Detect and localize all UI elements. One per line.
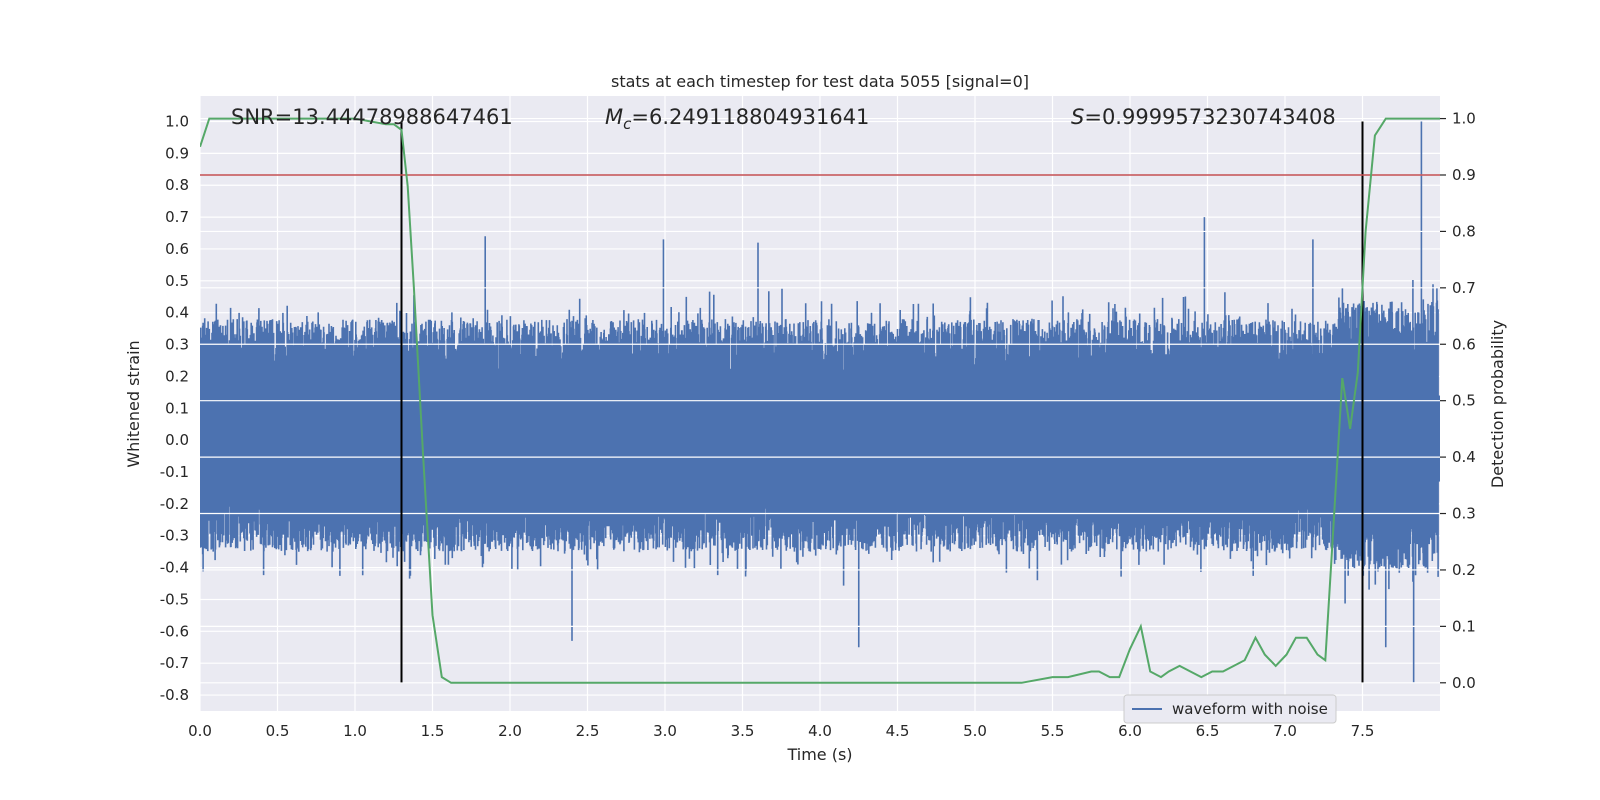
left-y-tick-label: 0.4: [165, 304, 189, 322]
x-tick-label: 7.5: [1351, 722, 1375, 740]
left-y-tick-label: 0.3: [165, 336, 189, 354]
waveform-series: [200, 117, 1440, 684]
x-tick-label: 1.0: [343, 722, 367, 740]
right-y-axis-ticks: 0.0 0.1 0.2 0.3 0.4 0.5 0.6 0.7 0.8 0.9 1.0: [1440, 110, 1476, 692]
right-y-tick-label: 0.7: [1452, 279, 1476, 297]
x-tick-label: 3.5: [731, 722, 755, 740]
x-tick-label: 5.5: [1041, 722, 1065, 740]
left-y-tick-label: 0.8: [165, 176, 189, 194]
right-y-tick-label: 1.0: [1452, 110, 1476, 128]
x-tick-label: 1.5: [421, 722, 445, 740]
left-y-tick-label: -0.5: [160, 590, 189, 608]
legend: waveform with noise: [1123, 694, 1337, 724]
right-y-tick-label: 0.2: [1452, 561, 1476, 579]
left-y-axis-ticks: -0.8 -0.7 -0.6 -0.5 -0.4 -0.3 -0.2 -0.1 0.0 0.1 0.…: [160, 112, 189, 704]
left-y-axis-label: Whitened strain: [124, 340, 143, 467]
x-axis-ticks: 0.0 0.5 1.0 1.5 2.0 2.5 3.0 3.5 4.0 4.5 5.0 5.5 6.0 6…: [188, 722, 1374, 740]
x-tick-label: 0.0: [188, 722, 212, 740]
x-tick-label: 2.0: [498, 722, 522, 740]
right-y-tick-label: 0.6: [1452, 335, 1476, 353]
right-y-tick-label: 0.8: [1452, 222, 1476, 240]
right-y-tick-label: 0.0: [1452, 674, 1476, 692]
x-axis-label: Time (s): [786, 745, 852, 764]
left-y-tick-label: 0.2: [165, 367, 189, 385]
s-annotation: S=0.9999573230743408: [1071, 105, 1336, 129]
x-tick-label: 2.5: [576, 722, 600, 740]
legend-label: waveform with noise: [1172, 700, 1328, 718]
left-y-tick-label: -0.3: [160, 527, 189, 545]
left-y-tick-label: 0.9: [165, 144, 189, 162]
x-tick-label: 6.0: [1118, 722, 1142, 740]
left-y-tick-label: -0.2: [160, 495, 189, 513]
x-tick-label: 7.0: [1273, 722, 1297, 740]
legend-box: [1123, 694, 1337, 724]
x-tick-label: 4.5: [886, 722, 910, 740]
vertical-markers: [400, 121, 1364, 683]
left-y-tick-label: -0.1: [160, 463, 189, 481]
chart-title: stats at each timestep for test data 505…: [611, 72, 1029, 91]
right-y-tick-label: 0.1: [1452, 617, 1476, 635]
x-tick-label: 0.5: [266, 722, 290, 740]
right-y-tick-label: 0.4: [1452, 448, 1476, 466]
right-y-axis-label: Detection probability: [1488, 320, 1507, 488]
left-y-tick-label: -0.4: [160, 559, 189, 577]
right-y-tick-label: 0.3: [1452, 505, 1476, 523]
left-y-tick-label: 1.0: [165, 112, 189, 130]
left-y-tick-label: -0.8: [160, 686, 189, 704]
x-tick-label: 6.5: [1196, 722, 1220, 740]
right-y-tick-label: 0.5: [1452, 392, 1476, 410]
snr-annotation: SNR=13.44478988647461: [231, 105, 513, 129]
left-y-tick-label: 0.7: [165, 208, 189, 226]
left-y-tick-label: 0.0: [165, 431, 189, 449]
chirp-mass-annotation: Mc=6.249118804931641: [605, 105, 869, 133]
waveform-core: [200, 395, 1440, 482]
right-y-tick-label: 0.9: [1452, 166, 1476, 184]
left-y-tick-label: -0.6: [160, 622, 189, 640]
left-y-tick-label: 0.5: [165, 272, 189, 290]
x-tick-label: 3.0: [653, 722, 677, 740]
left-y-tick-label: 0.6: [165, 240, 189, 258]
probability-series: [200, 117, 1440, 684]
x-tick-label: 5.0: [963, 722, 987, 740]
left-y-tick-label: 0.1: [165, 399, 189, 417]
x-tick-label: 4.0: [808, 722, 832, 740]
left-y-tick-label: -0.7: [160, 654, 189, 672]
